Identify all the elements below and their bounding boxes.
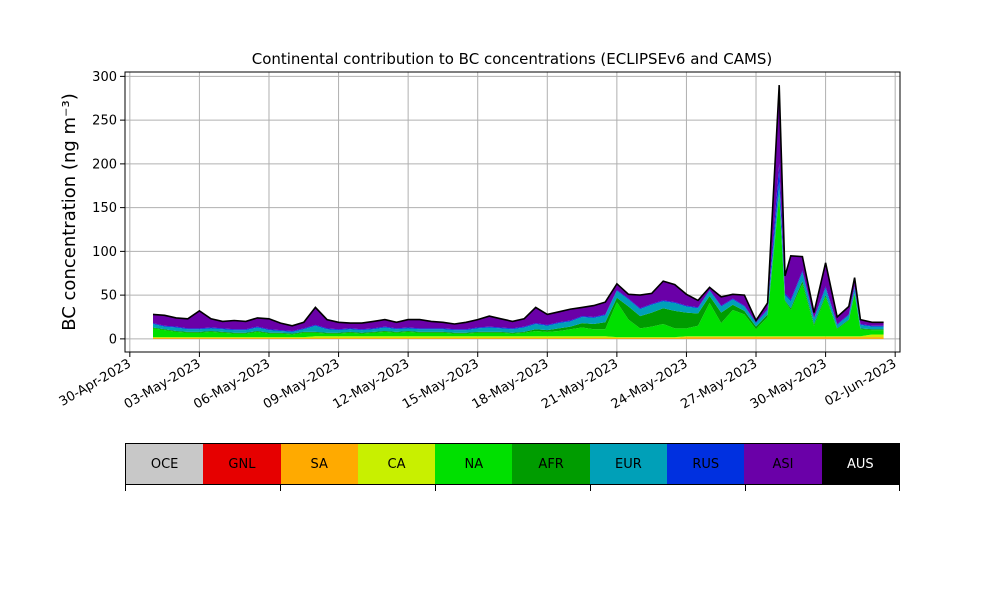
x-tick-label: 30-May-2023 bbox=[748, 356, 830, 412]
x-tick-label: 21-May-2023 bbox=[539, 356, 621, 412]
area-na bbox=[153, 196, 884, 338]
legend-tick bbox=[125, 485, 126, 491]
legend-cell-gnl: GNL bbox=[203, 444, 281, 484]
y-tick-label: 300 bbox=[92, 70, 117, 85]
y-tick-label: 50 bbox=[100, 289, 117, 304]
legend-cell-ca: CA bbox=[357, 444, 436, 484]
legend-cell-na: NA bbox=[435, 444, 513, 484]
total-outline bbox=[152, 85, 884, 327]
y-tick-label: 250 bbox=[92, 114, 117, 129]
stacked-areas bbox=[152, 85, 884, 339]
y-tick-label: 150 bbox=[92, 201, 117, 216]
legend-tick bbox=[280, 485, 281, 491]
legend-colorbar: OCE GNL SA CA NA AFR EUR RUS ASI AUS bbox=[125, 443, 900, 485]
legend-cell-aus: AUS bbox=[821, 444, 899, 484]
legend-tick bbox=[435, 485, 436, 491]
legend-cell-asi: ASI bbox=[744, 444, 822, 484]
x-tick-label: 15-May-2023 bbox=[400, 356, 482, 412]
x-tick-label: 27-May-2023 bbox=[678, 356, 760, 412]
plot-frame bbox=[124, 71, 901, 353]
x-tick-label: 02-Jun-2023 bbox=[822, 356, 899, 409]
x-tick-label: 03-May-2023 bbox=[122, 356, 204, 412]
x-tick-label: 09-May-2023 bbox=[261, 356, 343, 412]
legend-cell-oce: OCE bbox=[126, 444, 204, 484]
y-axis-label: BC concentration (ng m⁻³) bbox=[59, 93, 80, 331]
x-tick-label: 06-May-2023 bbox=[191, 356, 273, 412]
legend-cell-eur: EUR bbox=[589, 444, 668, 484]
legend-cell-rus: RUS bbox=[667, 444, 745, 484]
legend-tick bbox=[899, 485, 900, 491]
y-tick-label: 100 bbox=[92, 245, 117, 260]
legend-cell-afr: AFR bbox=[512, 444, 590, 484]
x-tick-label: 18-May-2023 bbox=[470, 356, 552, 412]
x-tick-label: 24-May-2023 bbox=[609, 356, 691, 412]
area-ca bbox=[153, 334, 884, 338]
legend-tick bbox=[745, 485, 746, 491]
legend-ticks bbox=[125, 485, 900, 493]
y-tick-label: 0 bbox=[109, 332, 117, 347]
x-tick-label: 12-May-2023 bbox=[330, 356, 412, 412]
legend-cell-sa: SA bbox=[280, 444, 358, 484]
legend-tick bbox=[590, 485, 591, 491]
chart-title: Continental contribution to BC concentra… bbox=[252, 50, 773, 68]
y-tick-label: 200 bbox=[92, 157, 117, 172]
